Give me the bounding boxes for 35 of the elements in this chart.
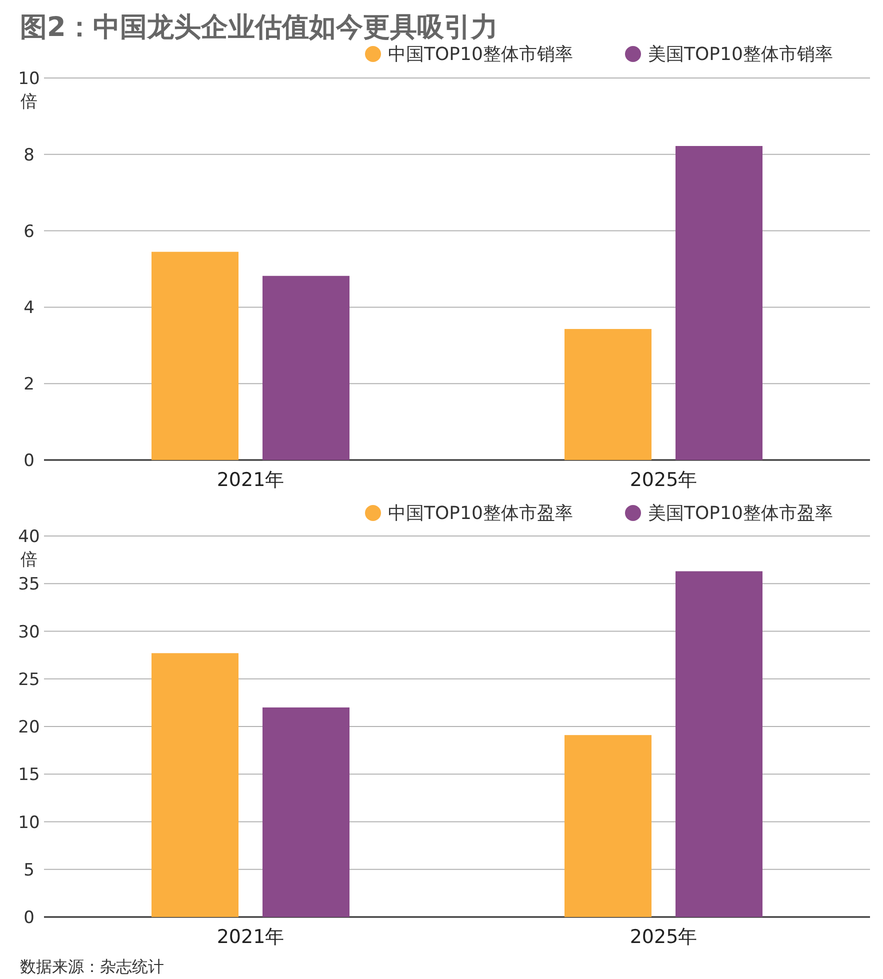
x-tick-label: 2021年 [216,926,284,948]
bar [676,146,762,460]
bar [152,653,238,917]
legend-label: 美国TOP10整体市销率 [648,44,833,65]
y-tick-label: 0 [24,908,34,928]
bar [152,252,238,460]
legend-label: 中国TOP10整体市盈率 [388,503,573,524]
y-tick-label: 10 [18,812,40,833]
y-tick-label: 25 [18,670,40,690]
y-tick-label: 4 [24,298,34,318]
y-tick-label: 2 [24,374,34,395]
chart-title: 图2：中国龙头企业估值如今更具吸引力 [20,12,498,43]
x-tick-label: 2025年 [630,926,698,948]
y-axis-title: 倍 [20,92,38,112]
bar [676,571,762,917]
y-tick-label: 8 [24,145,34,166]
y-tick-label: 35 [18,574,40,595]
bar [564,328,652,460]
source-note: 数据来源：杂志统计 [20,957,164,976]
y-tick-label: 5 [24,860,34,880]
y-tick-label: 30 [18,622,40,642]
legend-label: 美国TOP10整体市盈率 [648,503,833,524]
bar [564,735,652,917]
y-tick-label: 20 [18,718,40,738]
y-tick-label: 0 [24,451,34,471]
x-tick-label: 2021年 [216,469,284,491]
x-tick-label: 2025年 [630,469,698,491]
legend-label: 中国TOP10整体市销率 [388,44,573,65]
y-tick-label: 40 [18,527,40,547]
y-axis-title: 倍 [20,550,38,570]
bar [262,276,350,460]
y-tick-label: 6 [24,222,34,242]
y-tick-label: 10 [18,69,40,89]
y-tick-label: 15 [18,765,40,786]
bar [262,707,350,917]
